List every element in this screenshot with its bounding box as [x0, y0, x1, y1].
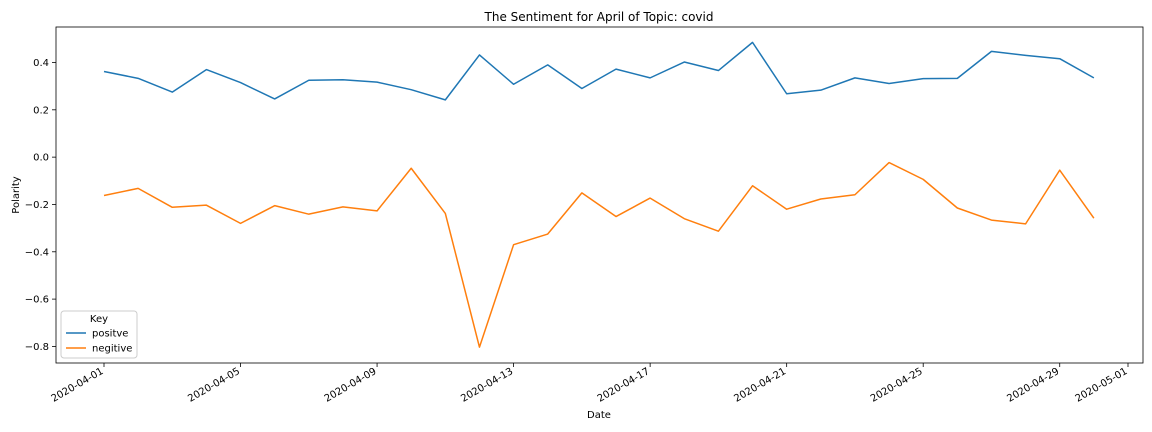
series-line-negitive: [103, 161, 1095, 348]
data-point-positve: [376, 81, 379, 84]
y-tick-label: −0.6: [25, 295, 49, 306]
data-point-negitive: [922, 178, 925, 181]
x-tick-label: 2020-04-17: [596, 366, 652, 405]
data-point-negitive: [956, 207, 959, 210]
y-tick-label: 0.2: [33, 105, 49, 116]
legend-title: Key: [90, 314, 108, 325]
data-point-negitive: [649, 197, 652, 200]
legend-entries: positve negitive: [66, 329, 132, 355]
plot-area-frame: [55, 26, 1144, 364]
data-point-positve: [888, 82, 891, 85]
y-axis-label: Polarity: [11, 176, 22, 214]
data-point-negitive: [785, 208, 788, 211]
data-point-negitive: [137, 187, 140, 190]
legend: Key positve negitive: [60, 310, 138, 359]
data-point-positve: [751, 41, 754, 44]
data-point-positve: [853, 76, 856, 79]
data-point-positve: [444, 98, 447, 101]
data-point-positve: [341, 78, 344, 81]
data-point-negitive: [888, 161, 891, 164]
data-point-negitive: [615, 215, 618, 218]
data-point-negitive: [853, 193, 856, 196]
data-point-negitive: [683, 217, 686, 220]
x-tick-label: 2020-04-13: [459, 366, 515, 405]
series-line-positve: [103, 41, 1095, 101]
data-point-positve: [956, 77, 959, 80]
legend-box: [60, 310, 138, 359]
data-point-positve: [819, 89, 822, 92]
data-point-positve: [649, 76, 652, 79]
data-point-negitive: [410, 167, 413, 170]
data-point-negitive: [376, 209, 379, 212]
data-point-positve: [103, 70, 106, 73]
data-point-negitive: [990, 219, 993, 222]
x-tick-label: 2020-04-05: [186, 366, 242, 405]
x-tick-label: 2020-04-29: [1005, 366, 1061, 405]
data-point-positve: [239, 81, 242, 84]
x-axis: 2020-04-01 2020-04-05 2020-04-09 2020-04-13…: [50, 363, 1130, 405]
data-point-positve: [922, 77, 925, 80]
data-point-negitive: [580, 191, 583, 194]
data-point-positve: [990, 50, 993, 53]
data-point-positve: [683, 61, 686, 64]
data-point-negitive: [1024, 222, 1027, 225]
data-point-positve: [410, 88, 413, 91]
data-point-positve: [615, 68, 618, 71]
data-point-negitive: [239, 222, 242, 225]
data-point-negitive: [546, 233, 549, 236]
data-point-positve: [512, 83, 515, 86]
data-point-positve: [1058, 57, 1061, 60]
legend-label: positve: [92, 329, 128, 340]
y-tick-label: −0.4: [25, 247, 49, 258]
y-tick-label: 0.4: [33, 58, 49, 69]
data-point-positve: [785, 92, 788, 95]
data-point-positve: [1024, 54, 1027, 57]
x-tick-label: 2020-05-01: [1074, 366, 1130, 405]
data-point-positve: [205, 68, 208, 71]
data-point-negitive: [171, 206, 174, 209]
data-point-negitive: [1058, 169, 1061, 172]
data-point-positve: [137, 77, 140, 80]
data-point-positve: [1092, 76, 1095, 79]
y-axis: 0.4 0.2 0.0 −0.2 −0.4 −0.6 −0.8: [25, 58, 56, 353]
x-tick-label: 2020-04-21: [732, 366, 788, 405]
data-point-negitive: [273, 204, 276, 207]
data-point-negitive: [478, 346, 481, 349]
data-point-positve: [717, 69, 720, 72]
chart-title: The Sentiment for April of Topic: covid: [484, 10, 714, 24]
data-point-negitive: [205, 204, 208, 207]
data-point-negitive: [751, 184, 754, 187]
y-tick-label: −0.8: [25, 342, 49, 353]
data-point-positve: [580, 87, 583, 90]
x-axis-label: Date: [587, 410, 611, 421]
data-point-negitive: [512, 243, 515, 246]
x-tick-label: 2020-04-09: [323, 366, 379, 405]
data-point-negitive: [341, 205, 344, 208]
series-layer: [103, 41, 1095, 349]
y-tick-label: −0.2: [25, 200, 49, 211]
data-point-positve: [307, 79, 310, 82]
data-point-positve: [546, 63, 549, 66]
data-point-negitive: [444, 212, 447, 215]
data-point-negitive: [103, 194, 106, 197]
data-point-negitive: [717, 230, 720, 233]
data-point-positve: [478, 53, 481, 56]
x-tick-label: 2020-04-25: [869, 366, 925, 405]
data-point-negitive: [819, 198, 822, 201]
x-tick-label: 2020-04-01: [50, 366, 106, 405]
data-point-positve: [273, 97, 276, 100]
data-point-positve: [171, 91, 174, 94]
legend-label: negitive: [92, 344, 132, 355]
y-tick-label: 0.0: [33, 153, 49, 164]
data-point-negitive: [307, 213, 310, 216]
data-point-negitive: [1092, 217, 1095, 220]
